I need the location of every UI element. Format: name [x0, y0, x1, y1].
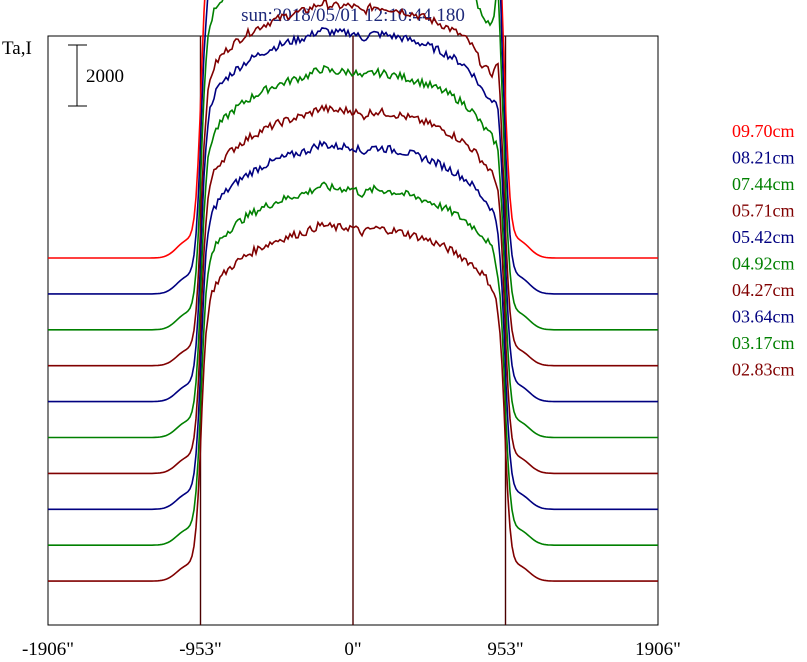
series-line-09.70cm — [48, 0, 658, 259]
legend-entry: 04.27cm — [732, 280, 795, 300]
scale-bar-label: 2000 — [86, 66, 124, 87]
series-line-03.17cm — [48, 181, 658, 546]
scale-bar: 2000 — [68, 44, 124, 107]
series-group — [48, 0, 658, 582]
legend-entry: 05.71cm — [732, 201, 795, 221]
legend-entry: 07.44cm — [732, 174, 795, 194]
y-axis-label: Ta,I — [2, 38, 32, 59]
series-line-02.83cm — [48, 220, 658, 582]
legend: 09.70cm 08.21cm 07.44cm 05.71cm 05.42cm 04.92… — [732, 121, 795, 380]
vertical-markers — [199, 36, 507, 625]
series-line-05.42cm — [48, 27, 658, 403]
x-tick-label: -953" — [179, 639, 222, 660]
x-tick-label: 0" — [344, 639, 361, 660]
chart-title: sun:2018/05/01 12:10:44.180 — [241, 5, 465, 26]
series-line-04.92cm — [48, 64, 658, 439]
legend-entry: 05.42cm — [732, 227, 795, 247]
legend-entry: 08.21cm — [732, 148, 795, 168]
series-line-05.71cm — [48, 0, 658, 367]
series-line-07.44cm — [48, 0, 658, 331]
series-line-08.21cm — [48, 0, 658, 295]
legend-entry: 02.83cm — [732, 360, 795, 380]
series-line-03.64cm — [48, 139, 658, 511]
legend-entry: 09.70cm — [732, 121, 795, 141]
legend-entry: 04.92cm — [732, 254, 795, 274]
x-tick-label: -1906" — [22, 639, 74, 660]
legend-entry: 03.17cm — [732, 333, 795, 353]
legend-entry: 03.64cm — [732, 307, 795, 327]
x-tick-label: 1906" — [635, 639, 681, 660]
x-tick-label: 953" — [487, 639, 523, 660]
x-tick-labels: -1906" -953" 0" 953" 1906" — [22, 639, 681, 660]
series-line-04.27cm — [48, 103, 658, 475]
